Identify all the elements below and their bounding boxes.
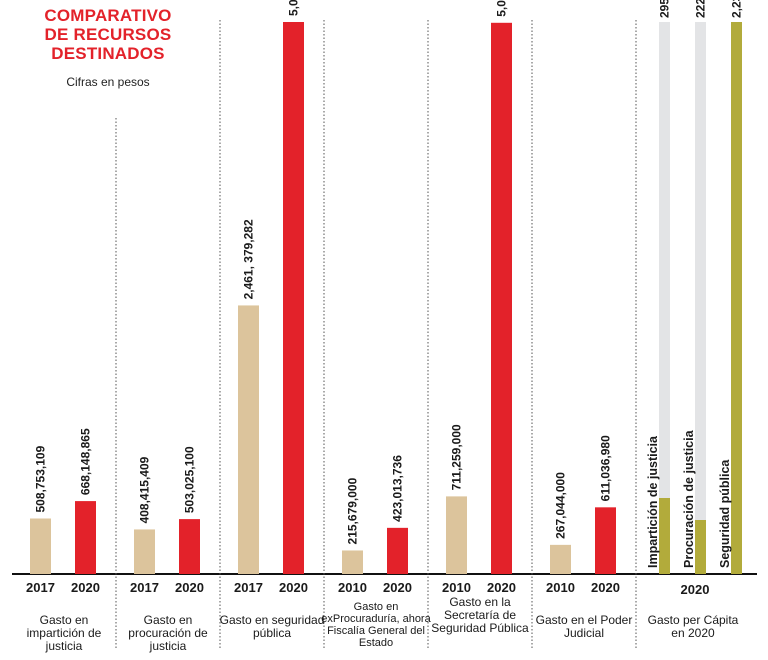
percapita-bar [695, 520, 706, 574]
group-caption-line: Estado [359, 637, 393, 649]
group-caption-line: Seguridad Pública [431, 621, 529, 635]
group-caption-line: Gasto en la [449, 595, 511, 609]
group-caption-line: justicia [45, 639, 83, 653]
group-caption-line: procuración de [128, 626, 208, 640]
percapita-year-label: 2020 [681, 582, 710, 597]
group-caption-line: Gasto en [354, 601, 399, 613]
year-tick-label: 2010 [338, 580, 367, 595]
bar-current [387, 527, 408, 574]
year-tick-label: 2017 [130, 580, 159, 595]
percapita-track [695, 22, 706, 574]
percapita-value-label: 2,239 [730, 0, 744, 18]
bar-value-label: 5,051,591,550 [495, 0, 509, 17]
year-tick-label: 2020 [279, 580, 308, 595]
group-caption-line: Gasto en seguridad [220, 613, 325, 627]
percapita-bar [731, 22, 742, 574]
year-tick-label: 2020 [591, 580, 620, 595]
bar-value-label: 503,025,100 [183, 446, 197, 513]
percapita-category-label: Impartición de justicia [646, 435, 660, 568]
year-tick-label: 2010 [546, 580, 575, 595]
title-line-3: DESTINADOS [51, 44, 165, 63]
year-tick-label: 2020 [175, 580, 204, 595]
group-caption-line: Gasto en [144, 613, 193, 627]
bar-value-label: 423,013,736 [391, 455, 405, 522]
group-caption-line: Gasto en el Poder [536, 613, 633, 627]
title-line-1: COMPARATIVO [44, 6, 172, 25]
bar-past [238, 305, 259, 574]
bar-value-label: 5,058,916 136 [287, 0, 301, 16]
percapita-bar [659, 498, 670, 574]
percapita-category-label: Procuración de justicia [682, 429, 696, 568]
percapita-value-label: 222 [694, 0, 708, 18]
group-caption-line: Judicial [564, 626, 604, 640]
year-tick-label: 2010 [442, 580, 471, 595]
group-caption-line: Fiscalía General del [327, 625, 425, 637]
year-tick-label: 2020 [71, 580, 100, 595]
percapita-value-label: 295 [658, 0, 672, 18]
bar-value-label: 611,036,980 [599, 435, 613, 501]
title-block: COMPARATIVO DE RECURSOS DESTINADOS Cifra… [8, 6, 208, 89]
chart-subtitle: Cifras en pesos [66, 75, 150, 89]
bar-past [134, 529, 155, 574]
percapita-caption-line: en 2020 [671, 626, 715, 640]
bar-value-label: 267,044,000 [554, 472, 568, 539]
bar-past [342, 550, 363, 574]
bar-current [179, 519, 200, 574]
group-caption-line: Gasto en [40, 613, 89, 627]
bar-value-label: 668,148,865 [79, 428, 93, 495]
bar-value-label: 408,415,409 [138, 456, 152, 523]
bar-value-label: 215,679,000 [346, 477, 360, 544]
bar-past [446, 496, 467, 574]
bar-value-label: 2,461, 379,282 [242, 219, 256, 299]
bar-current [75, 501, 96, 574]
bar-past [30, 518, 51, 574]
year-tick-label: 2020 [487, 580, 516, 595]
percapita-caption-line: Gasto per Cápita [648, 613, 739, 627]
year-tick-label: 2017 [234, 580, 263, 595]
percapita-track [659, 22, 670, 574]
bar-value-label: 508,753,109 [34, 445, 48, 512]
bar-current [283, 22, 304, 574]
bar-value-label: 711,259,000 [450, 424, 464, 490]
bar-current [491, 22, 512, 575]
bar-current [595, 507, 616, 574]
group-caption-line: pública [253, 626, 291, 640]
group-caption-line: impartición de [27, 626, 102, 640]
group-caption-line: exProcuraduría, ahora [321, 613, 431, 625]
percapita-category-label: Seguridad pública [718, 459, 732, 568]
title-line-2: DE RECURSOS [44, 25, 172, 44]
group-caption-line: justicia [149, 639, 187, 653]
group-caption-line: Secretaría de [444, 608, 516, 622]
bar-past [550, 544, 571, 574]
year-tick-label: 2017 [26, 580, 55, 595]
year-tick-label: 2020 [383, 580, 412, 595]
